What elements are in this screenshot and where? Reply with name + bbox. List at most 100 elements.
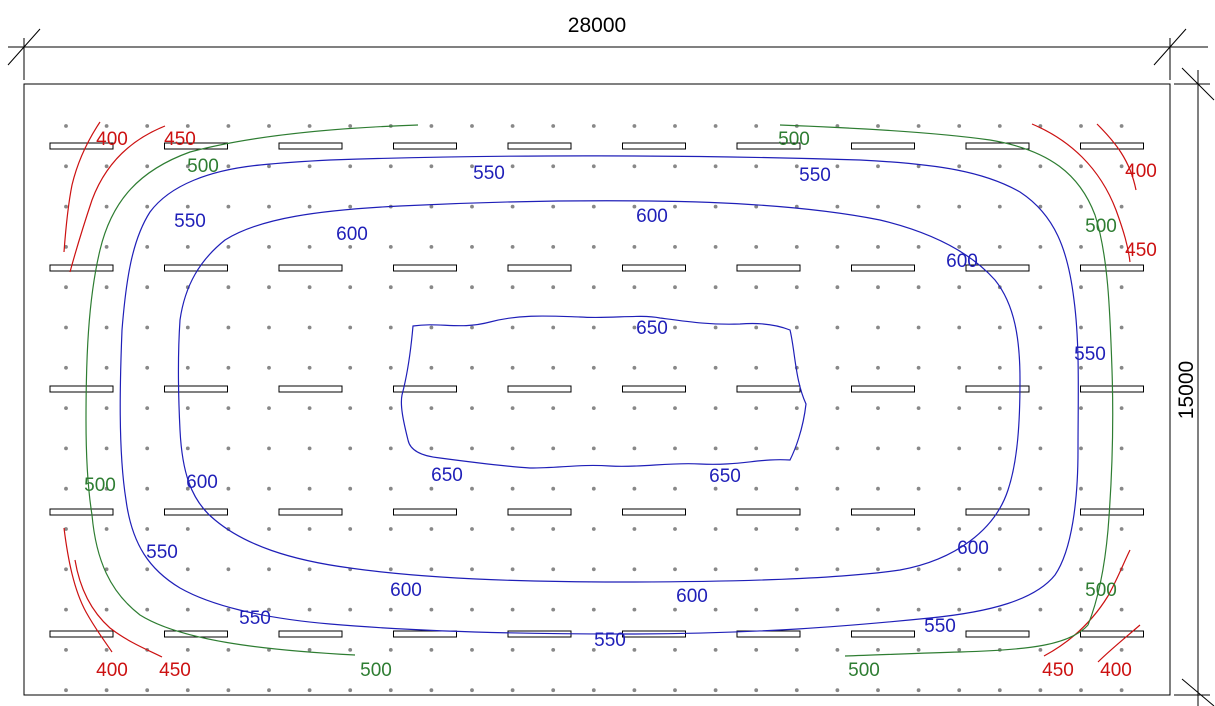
grid-point (794, 325, 799, 330)
grid-point (591, 164, 596, 169)
grid-point (348, 527, 353, 531)
grid-point (429, 567, 434, 572)
grid-point (876, 245, 880, 249)
isoline-label-600: 600 (676, 586, 708, 607)
isoline-label-550: 550 (146, 542, 178, 563)
grid-point (754, 124, 759, 128)
grid-point (226, 164, 231, 169)
isoline-450-tr (1031, 123, 1131, 263)
grid-point (876, 607, 880, 612)
grid-point (794, 688, 799, 693)
grid-point (997, 607, 1002, 612)
grid-point (1079, 446, 1083, 451)
grid-point (835, 607, 840, 612)
luminaire (49, 142, 114, 150)
grid-point (1119, 325, 1124, 330)
grid-point (1038, 245, 1043, 249)
grid-point (997, 486, 1002, 491)
grid-point (226, 124, 231, 128)
grid-point (916, 607, 921, 612)
grid-point (835, 486, 840, 491)
isoline-label-450: 450 (159, 660, 191, 681)
grid-point (673, 446, 677, 451)
grid-point (673, 124, 677, 128)
grid-point (104, 285, 109, 290)
isoline-550-ring (119, 155, 1079, 635)
grid-point (510, 648, 515, 652)
isoline-label-650: 650 (636, 318, 668, 339)
grid-point (470, 245, 474, 249)
grid-point (754, 648, 759, 652)
grid-point (876, 648, 880, 652)
grid-point (388, 164, 393, 169)
grid-point (957, 648, 962, 652)
grid-point (1079, 245, 1083, 249)
luminaire (49, 508, 114, 516)
isoline-450-tl (69, 125, 166, 273)
grid-point (226, 204, 231, 209)
grid-point (997, 688, 1002, 693)
grid-point (754, 285, 759, 290)
grid-point (591, 688, 596, 693)
grid-point (632, 567, 637, 572)
grid-point (429, 285, 434, 290)
isoline-650-ring (400, 315, 807, 469)
grid-point (185, 325, 190, 330)
grid-point (916, 688, 921, 693)
grid-point (1119, 285, 1124, 290)
grid-point (1038, 648, 1043, 652)
grid-point (388, 325, 393, 330)
grid-point (876, 406, 880, 410)
grid-point (1119, 446, 1124, 451)
grid-point (307, 486, 312, 491)
grid-point (388, 365, 393, 370)
grid-point (591, 406, 596, 410)
grid-point (916, 204, 921, 209)
grid-point (348, 124, 353, 128)
grid-point (348, 245, 353, 249)
grid-point (510, 365, 515, 370)
grid-point (510, 688, 515, 693)
grid-point (916, 406, 921, 410)
grid-point (876, 204, 880, 209)
grid-point (1038, 325, 1043, 330)
grid-point (916, 245, 921, 249)
grid-point (551, 285, 556, 290)
grid-point (673, 325, 677, 330)
isoline-400-br (1097, 624, 1141, 663)
grid-point (1119, 204, 1124, 209)
grid-point (388, 648, 393, 652)
luminaire (1080, 508, 1144, 516)
grid-point (145, 124, 150, 128)
luminaire-grid (49, 142, 1144, 638)
grid-point (632, 285, 637, 290)
grid-point (1079, 406, 1083, 410)
grid-point (470, 285, 474, 290)
grid-point (64, 446, 68, 451)
grid-point (1038, 365, 1043, 370)
grid-point (470, 204, 474, 209)
grid-point (104, 325, 109, 330)
grid-point (1119, 164, 1124, 169)
grid-point (632, 406, 637, 410)
luminaire (49, 385, 114, 393)
grid-point (348, 648, 353, 652)
grid-point (307, 124, 312, 128)
grid-point (957, 446, 962, 451)
grid-point (307, 245, 312, 249)
isoline-label-400: 400 (96, 129, 128, 150)
grid-point (713, 527, 718, 531)
grid-point (470, 124, 474, 128)
luminaire (1080, 142, 1144, 150)
isoline-400-tr (1096, 123, 1137, 191)
grid-point (145, 486, 150, 491)
grid-point (1038, 527, 1043, 531)
grid-point (307, 204, 312, 209)
grid-point (104, 486, 109, 491)
grid-point (470, 446, 474, 451)
grid-point (1079, 204, 1083, 209)
grid-point (307, 527, 312, 531)
grid-point (754, 365, 759, 370)
grid-point (226, 607, 231, 612)
isoline-label-550: 550 (799, 165, 831, 186)
